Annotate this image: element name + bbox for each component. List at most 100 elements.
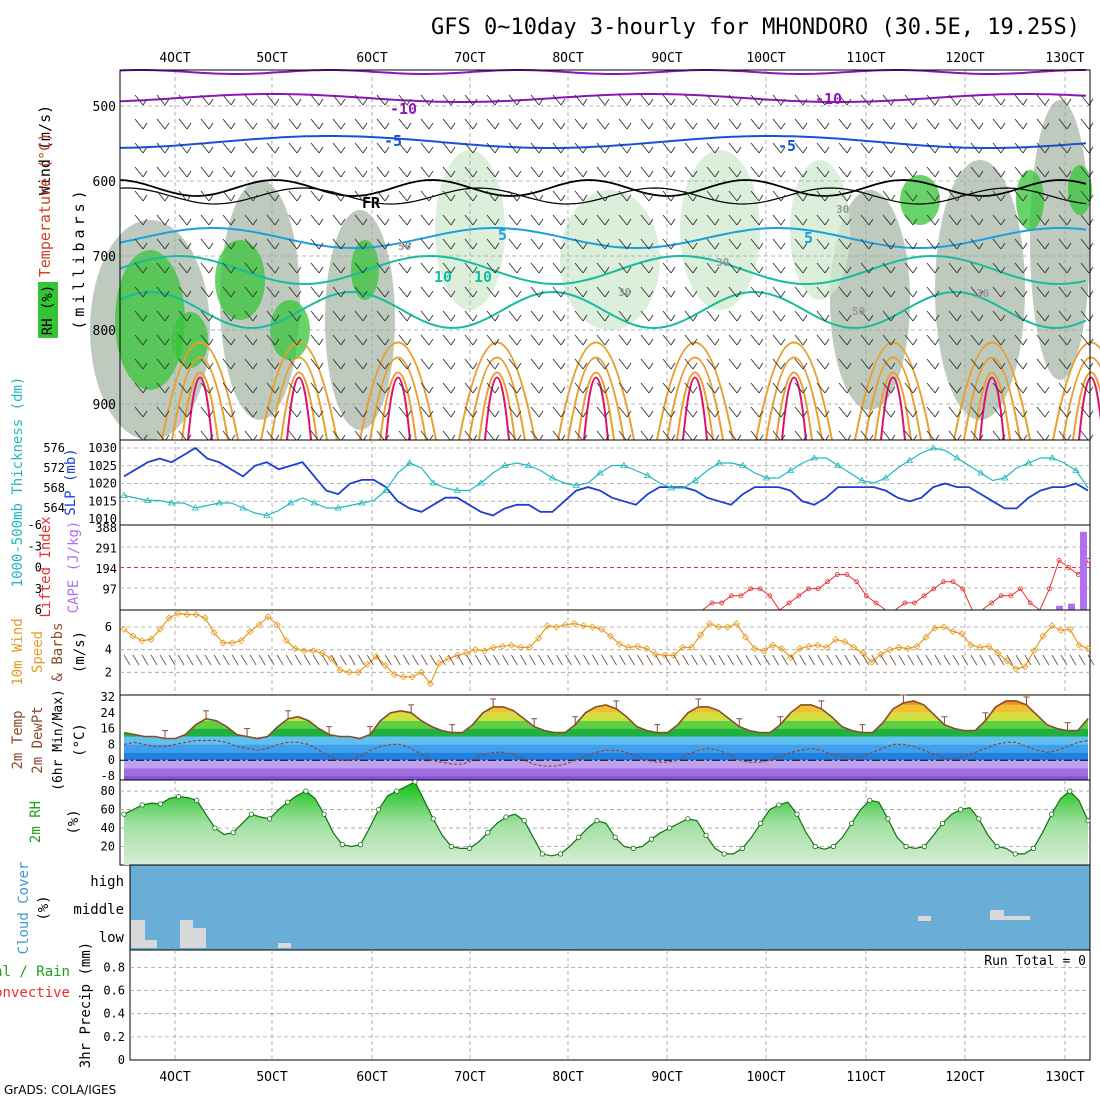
- wind-speed-point: [435, 659, 443, 667]
- warm-contour: [765, 356, 823, 441]
- wind-barb: [340, 386, 346, 394]
- rh-point: [503, 814, 509, 820]
- wind-barb: [1058, 286, 1068, 298]
- wind-barb: [890, 242, 896, 250]
- thickness-point: [286, 499, 295, 506]
- surface-wind-barb: [150, 654, 158, 666]
- wind-barb: [472, 98, 478, 106]
- surface-wind-barb: [384, 654, 392, 666]
- wind-barb: [926, 118, 936, 130]
- wind-barb: [662, 406, 672, 418]
- wind-barb: [794, 118, 804, 130]
- wind-barb: [882, 310, 892, 322]
- wind-speed-point: [597, 625, 606, 633]
- wind-barb: [384, 242, 390, 250]
- wind-barb: [200, 214, 210, 226]
- wind-barb: [398, 262, 408, 274]
- wind-barb: [816, 286, 826, 298]
- wind-barb: [846, 362, 852, 370]
- wind-barb: [340, 170, 346, 178]
- wind-barb: [406, 338, 412, 346]
- surface-wind-barb: [664, 654, 671, 666]
- wind-barb: [230, 170, 236, 178]
- wind-barb: [882, 262, 892, 274]
- wind-barb: [428, 290, 434, 298]
- wind-barb: [1014, 286, 1024, 298]
- wind-barb: [288, 94, 298, 106]
- cloud-panel: high middle low Cloud Cover (%): [16, 862, 1091, 954]
- wind-barb: [318, 314, 324, 322]
- wind-barb: [582, 218, 588, 226]
- wind-barb: [560, 194, 566, 202]
- wind-barb: [486, 430, 496, 442]
- precip-tick: 0.8: [103, 960, 125, 974]
- wind-barb: [890, 386, 896, 394]
- wind-barb: [134, 406, 144, 418]
- wind-barb: [648, 338, 654, 346]
- wind-barb: [134, 214, 144, 226]
- wind-barb: [978, 362, 984, 370]
- thickness-point: [881, 474, 890, 481]
- wind-barb: [494, 290, 500, 298]
- surface-wind-barb: [619, 654, 626, 666]
- wind-barb: [882, 166, 892, 178]
- wind-barb: [1080, 382, 1090, 394]
- wind-barb: [882, 214, 892, 226]
- wind-barb: [934, 362, 940, 370]
- wind-barb: [992, 310, 1002, 322]
- wind-barb: [384, 410, 390, 418]
- dewpoint-line: [123, 739, 1089, 767]
- wind-barb: [706, 190, 716, 202]
- wind-barb: [560, 266, 566, 274]
- wind-barb: [684, 190, 694, 202]
- wind-barb: [750, 94, 760, 106]
- wind-barb: [516, 266, 522, 274]
- wind-barb: [970, 118, 980, 130]
- wind-barb: [406, 122, 412, 130]
- wind-barb: [750, 358, 760, 370]
- surface-wind-barb: [204, 654, 212, 666]
- temp-band: [124, 704, 1088, 713]
- bottom-tick-label: 13OCT: [1045, 1070, 1084, 1085]
- wind-speed-point: [471, 646, 479, 654]
- wind-barb: [714, 314, 720, 322]
- surface-wind-barb: [655, 654, 662, 666]
- wind-speed-point: [264, 613, 272, 621]
- wind-barb: [824, 362, 830, 370]
- wind-speed-point: [219, 639, 227, 647]
- wind-barb: [1080, 238, 1090, 250]
- wind-barb: [824, 410, 830, 418]
- wind-barb: [1044, 122, 1050, 130]
- contour-label: 10: [434, 268, 452, 286]
- wind-barb: [926, 334, 936, 346]
- wind-barb: [1022, 146, 1028, 154]
- wind-barb: [992, 214, 1002, 226]
- wind-barb: [868, 170, 874, 178]
- wind-barb: [904, 142, 914, 154]
- wind-barb: [354, 406, 364, 418]
- wind-barb: [640, 142, 650, 154]
- wind-barb: [794, 382, 804, 394]
- wind-barb: [926, 358, 936, 370]
- wind-barb: [970, 358, 980, 370]
- wind-speed-point: [543, 622, 552, 630]
- wind-barb: [266, 310, 276, 322]
- wind-barb: [208, 122, 214, 130]
- wind-barb: [1022, 314, 1028, 322]
- warm-contour: [171, 356, 229, 441]
- wind-barb: [1000, 242, 1006, 250]
- wind-barb: [428, 194, 434, 202]
- wind-barb: [648, 170, 654, 178]
- wind-barb: [838, 214, 848, 226]
- slp-grid: [120, 440, 1090, 525]
- wind-barb: [186, 290, 192, 298]
- surface-wind-barb: [952, 654, 960, 666]
- surface-wind-barb: [276, 654, 284, 666]
- wind-barb: [912, 122, 918, 130]
- wind-barb: [156, 94, 166, 106]
- wind-barb: [1022, 338, 1028, 346]
- thickness-tick: 564: [43, 501, 65, 515]
- wind-barb: [1058, 310, 1068, 322]
- wind-speed-point: [670, 651, 678, 659]
